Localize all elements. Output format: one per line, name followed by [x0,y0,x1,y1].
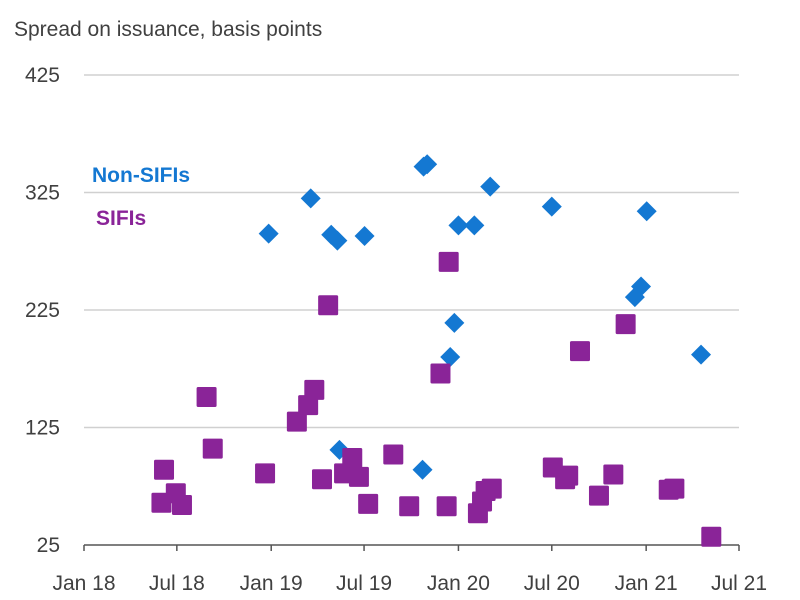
non-sifis-point [448,215,469,236]
sifis-point [664,478,685,499]
sifis-point [298,395,319,416]
sifis-point [481,478,502,499]
non-sifis-point [631,276,652,297]
legend-sifis: SIFIs [96,207,146,230]
sifis-point [558,465,579,486]
y-tick-label: 125 [25,417,60,440]
sifis-point [202,438,223,459]
sifis-point [358,493,379,514]
x-tick-label: Jul 18 [149,572,205,595]
non-sifis-point [412,459,433,480]
non-sifis-point [258,223,279,244]
sifis-point [348,466,369,487]
sifis-point [430,363,451,384]
y-tick-label: 25 [37,534,60,557]
sifis-point [154,459,175,480]
sifis-point [255,463,276,484]
sifis-point [196,386,217,407]
sifis-point [342,448,363,469]
non-sifis-point [691,344,712,365]
x-tick-label: Jan 20 [427,572,490,595]
gridlines [84,74,739,429]
x-tick-label: Jul 20 [524,572,580,595]
data-points [151,154,722,547]
x-tick-label: Jul 21 [711,572,767,595]
sifis-point [701,526,722,547]
y-tick-label: 425 [25,64,60,87]
non-sifis-point [327,230,348,251]
sifis-point [569,341,590,362]
sifis-point [436,496,457,517]
sifis-point [588,485,609,506]
sifis-point [311,469,332,490]
axes: 25 125 225 325 425 Jan 18 Jul 18 Jan 19 Jul 19 Ja… [25,64,767,595]
sifis-point [603,464,624,485]
sifis-point [615,314,636,335]
x-tick-label: Jan 21 [615,572,678,595]
non-sifis-point [354,225,375,246]
non-sifis-point [444,312,465,333]
sifis-point [383,444,404,465]
non-sifis-point [417,154,438,175]
non-sifis-point [464,215,485,236]
sifis-point [438,251,459,272]
non-sifis-point [541,196,562,217]
legend-non-sifis: Non-SIFIs [92,164,190,187]
non-sifis-point [440,347,461,367]
sifis-point [304,379,325,400]
x-tick-label: Jul 19 [336,572,392,595]
non-sifis-point [300,188,321,209]
y-axis-title: Spread on issuance, basis points [14,18,323,41]
x-tick-label: Jan 19 [240,572,303,595]
y-tick-label: 225 [25,299,60,322]
sifis-point [399,496,420,517]
x-tick-label: Jan 18 [52,572,115,595]
sifis-point [286,411,307,432]
legend: Non-SIFIs SIFIs [92,164,190,230]
sifis-point [318,295,339,316]
non-sifis-point [636,201,657,222]
sifis-point [171,495,192,516]
y-tick-label: 325 [25,182,60,205]
non-sifis-point [480,176,501,197]
